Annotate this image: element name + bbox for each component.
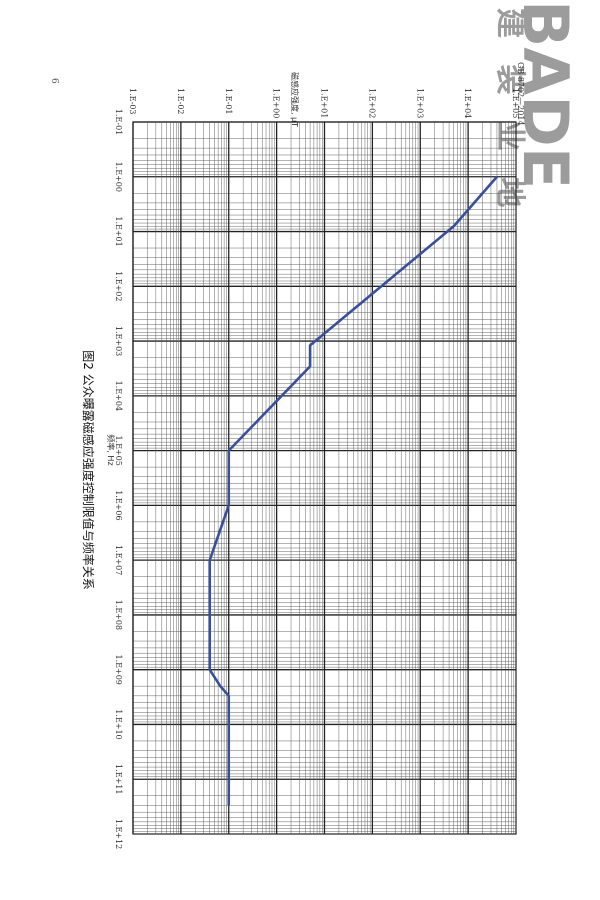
watermark-cjk: 建 装 业 地 bbox=[492, 8, 527, 215]
x-tick-label: 1.E+07 bbox=[114, 545, 123, 575]
x-tick-label: 1.E-01 bbox=[114, 109, 123, 136]
y-tick-label: 1.E+00 bbox=[272, 88, 281, 118]
x-tick-label: 1.E+02 bbox=[114, 271, 123, 301]
data-series bbox=[208, 175, 498, 806]
x-tick-label-group: 1.E+08 bbox=[114, 600, 123, 630]
x-tick-label: 1.E+10 bbox=[114, 709, 123, 739]
x-tick-label-group: 1.E+06 bbox=[114, 490, 123, 520]
x-tick-label: 1.E+08 bbox=[114, 600, 123, 630]
watermark-logo-text: BADE bbox=[509, 0, 582, 189]
x-tick-label: 1.E+01 bbox=[114, 216, 123, 246]
x-tick-label: 1.E+06 bbox=[114, 490, 123, 520]
x-tick-label: 1.E+05 bbox=[114, 435, 123, 465]
x-tick-label-group: 1.E+11 bbox=[114, 764, 123, 794]
y-tick-label-group: 1.E-03 bbox=[128, 88, 137, 115]
x-tick-label: 1.E+00 bbox=[114, 162, 123, 192]
x-tick-label: 1.E+12 bbox=[114, 819, 123, 849]
y-tick-label-group: 1.E-02 bbox=[176, 88, 185, 115]
y-tick-label-group: 1.E+05 bbox=[511, 88, 520, 118]
x-tick-label: 1.E+11 bbox=[114, 764, 123, 794]
grid bbox=[132, 121, 516, 834]
y-tick-label: 1.E+01 bbox=[320, 88, 329, 118]
x-tick-label-group: 1.E+09 bbox=[114, 655, 123, 685]
y-tick-label-group: 1.E-01 bbox=[224, 88, 233, 115]
x-tick-label-group: 1.E+03 bbox=[114, 326, 123, 356]
x-tick-label: 1.E+04 bbox=[114, 381, 123, 411]
standard-number: GB 8702—2014 bbox=[516, 62, 525, 126]
y-tick-label-group: 1.E+03 bbox=[415, 88, 424, 118]
y-tick-label-group: 1.E+02 bbox=[367, 88, 376, 118]
y-tick-label: 1.E-02 bbox=[176, 88, 185, 115]
x-tick-label-group: 1.E+12 bbox=[114, 819, 123, 849]
watermark: BADE bbox=[509, 0, 582, 189]
y-tick-label: 1.E+05 bbox=[511, 88, 520, 118]
figure-caption: 图2 公众曝露磁感应强度控制限值与频率关系 bbox=[81, 350, 96, 589]
x-tick-label-group: 1.E+02 bbox=[114, 271, 123, 301]
y-tick-label: 1.E-01 bbox=[224, 88, 233, 115]
y-tick-label: 1.E-03 bbox=[128, 88, 137, 115]
watermark-cjk-text: 建 装 业 地 bbox=[492, 8, 527, 215]
x-tick-label-group: 1.E+05 bbox=[114, 435, 123, 465]
x-tick-label: 1.E+03 bbox=[114, 326, 123, 356]
x-tick-label-group: 1.E+10 bbox=[114, 709, 123, 739]
series-line bbox=[208, 175, 498, 806]
x-tick-label-group: 1.E+04 bbox=[114, 381, 123, 411]
x-tick-label-group: 1.E-01 bbox=[114, 109, 123, 136]
y-tick-label-group: 1.E+04 bbox=[463, 88, 472, 118]
y-axis-title: 磁感应强度, μT bbox=[290, 72, 300, 127]
x-tick-label-group: 1.E+00 bbox=[114, 162, 123, 192]
x-tick-label: 1.E+09 bbox=[114, 655, 123, 685]
y-tick-label-group: 1.E+01 bbox=[320, 88, 329, 118]
y-tick-label-group: 1.E+00 bbox=[272, 88, 281, 118]
y-tick-label: 1.E+03 bbox=[415, 88, 424, 118]
x-axis-title: 频率, Hz bbox=[106, 434, 116, 465]
y-tick-label: 1.E+04 bbox=[463, 88, 472, 118]
x-tick-label-group: 1.E+01 bbox=[114, 216, 123, 246]
y-tick-label: 1.E+02 bbox=[367, 88, 376, 118]
tick-labels: 1.E-01 1.E+00 1.E+01 1.E+02 1.E+03 1.E+04 1.E+… bbox=[114, 88, 520, 849]
x-tick-label-group: 1.E+07 bbox=[114, 545, 123, 575]
page-number: 6 bbox=[49, 78, 59, 84]
